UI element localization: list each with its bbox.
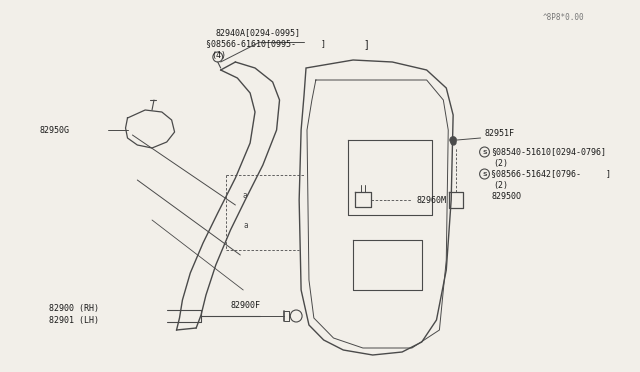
Text: (2): (2) <box>493 180 508 189</box>
Text: (4): (4) <box>211 51 226 60</box>
Text: §08540-51610[0294-0796]: §08540-51610[0294-0796] <box>492 148 606 157</box>
Text: a: a <box>244 221 248 230</box>
Text: ]: ] <box>363 39 369 49</box>
Text: 82901 (LH): 82901 (LH) <box>49 315 99 324</box>
Text: 82900F: 82900F <box>230 301 260 310</box>
Circle shape <box>450 137 456 144</box>
Text: (2): (2) <box>493 158 508 167</box>
Text: S: S <box>482 150 487 154</box>
Text: ^8P8*0.00: ^8P8*0.00 <box>543 13 584 22</box>
Text: S: S <box>482 171 487 176</box>
Text: 82951F: 82951F <box>484 128 515 138</box>
Text: §08566-51642[0796-     ]: §08566-51642[0796- ] <box>492 170 611 179</box>
Text: 82950O: 82950O <box>492 192 522 201</box>
Text: §08566-61610[0995-     ]: §08566-61610[0995- ] <box>206 39 326 48</box>
Text: 82960M: 82960M <box>417 196 447 205</box>
Text: 82940A[0294-0995]: 82940A[0294-0995] <box>216 29 301 38</box>
Text: a: a <box>243 190 248 199</box>
Text: 82950G: 82950G <box>39 125 69 135</box>
Text: 82900 (RH): 82900 (RH) <box>49 304 99 312</box>
